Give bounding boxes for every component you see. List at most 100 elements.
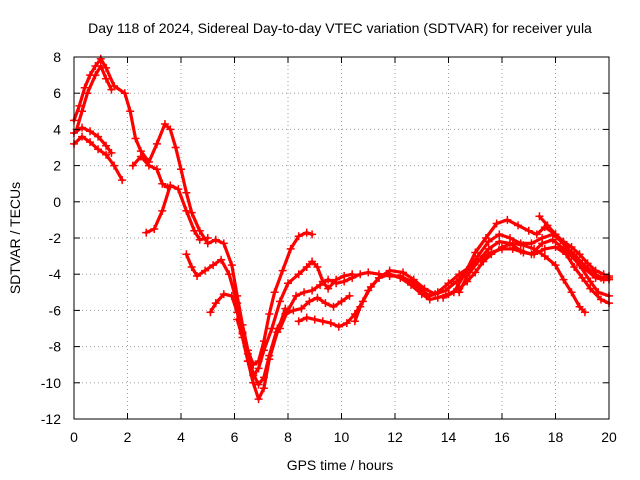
data-point-marker <box>160 119 169 128</box>
data-point-marker <box>596 295 605 304</box>
data-point-marker <box>540 244 549 253</box>
data-point-marker <box>102 63 111 72</box>
data-point-marker <box>543 221 552 230</box>
data-point-marker <box>166 125 175 134</box>
data-point-marker <box>102 141 111 150</box>
series-track-9 <box>233 257 357 380</box>
data-point-marker <box>337 297 346 306</box>
data-point-marker <box>152 165 161 174</box>
series-line <box>184 252 287 401</box>
data-point-marker <box>94 132 103 141</box>
x-tick-label: 4 <box>177 429 185 445</box>
data-point-marker <box>102 150 111 159</box>
data-point-marker <box>86 138 95 147</box>
data-point-marker <box>567 288 576 297</box>
data-point-marker <box>227 261 236 270</box>
data-point-marker <box>225 270 234 279</box>
data-point-marker <box>206 308 215 317</box>
data-point-marker <box>126 107 135 116</box>
data-point-marker <box>150 224 159 233</box>
data-point-marker <box>284 279 292 288</box>
data-point-marker <box>254 380 263 389</box>
data-point-marker <box>473 257 482 266</box>
data-point-marker <box>94 145 103 154</box>
y-tick-label: -10 <box>41 375 61 391</box>
data-point-marker <box>233 315 242 324</box>
data-point-marker <box>219 290 228 299</box>
data-point-marker <box>516 239 525 248</box>
data-point-marker <box>583 259 592 268</box>
data-point-marker <box>495 237 504 246</box>
data-point-marker <box>195 235 204 244</box>
data-point-marker <box>128 161 137 170</box>
data-point-marker <box>586 284 595 293</box>
data-point-marker <box>420 284 429 293</box>
data-point-marker <box>302 228 311 237</box>
data-point-marker <box>484 244 493 253</box>
data-point-marker <box>182 206 191 215</box>
x-axis-label: GPS time / hours <box>287 457 394 473</box>
data-point-marker <box>439 293 448 302</box>
data-point-marker <box>321 299 330 308</box>
data-point-marker <box>575 261 584 270</box>
data-point-marker <box>96 62 105 71</box>
data-point-marker <box>308 230 317 239</box>
data-point-marker <box>308 257 317 266</box>
data-point-marker <box>227 291 236 300</box>
data-point-marker <box>131 134 140 143</box>
series-track-5 <box>128 152 172 192</box>
y-tick-label: 4 <box>53 121 61 137</box>
data-point-marker <box>265 310 274 319</box>
y-tick-label: -8 <box>49 339 62 355</box>
data-point-marker <box>211 299 220 308</box>
data-point-marker <box>527 250 536 259</box>
data-point-marker <box>209 261 218 270</box>
data-point-marker <box>348 273 357 282</box>
data-point-marker <box>524 226 533 235</box>
data-point-marker <box>316 281 325 290</box>
data-point-marker <box>463 272 472 281</box>
data-point-marker <box>142 228 151 237</box>
series-track-14 <box>455 235 613 300</box>
data-point-marker <box>548 235 557 244</box>
data-point-marker <box>201 266 210 275</box>
data-point-marker <box>80 83 89 92</box>
data-point-marker <box>570 262 579 271</box>
data-point-marker <box>238 333 247 342</box>
data-point-marker <box>254 395 263 404</box>
y-tick-labels: -12 -10 -8 -6 -4 -2 0 2 4 6 8 <box>41 49 61 427</box>
data-point-marker <box>481 234 490 242</box>
data-point-marker <box>302 262 311 271</box>
data-point-marker <box>171 143 180 152</box>
y-tick-label: -4 <box>49 266 62 282</box>
data-point-marker <box>532 230 541 239</box>
data-point-marker <box>535 212 544 221</box>
data-point-marker <box>399 268 408 277</box>
data-point-marker <box>313 262 322 271</box>
data-point-marker <box>374 273 383 282</box>
data-point-marker <box>211 235 220 244</box>
data-point-marker <box>166 181 175 190</box>
x-tick-label: 20 <box>601 429 617 445</box>
data-point-marker <box>118 176 127 185</box>
grid-lines <box>74 57 609 419</box>
data-point-marker <box>174 185 183 194</box>
data-point-marker <box>559 237 568 246</box>
data-point-marker <box>527 239 536 248</box>
data-point-marker <box>313 293 322 302</box>
data-point-marker <box>559 244 568 253</box>
x-tick-label: 2 <box>124 429 132 445</box>
y-tick-label: 8 <box>53 49 61 65</box>
data-point-marker <box>270 288 279 297</box>
y-axis-label: SDTVAR / TECUs <box>7 182 23 294</box>
data-point-marker <box>152 139 161 148</box>
data-point-marker <box>275 297 284 306</box>
series-line <box>72 126 113 155</box>
data-point-marker <box>158 206 167 215</box>
data-point-marker <box>91 71 100 80</box>
series-track-3 <box>70 54 317 369</box>
data-point-marker <box>110 161 119 170</box>
data-point-marker <box>254 364 263 373</box>
series-track-15 <box>535 212 613 282</box>
data-point-marker <box>83 89 92 98</box>
